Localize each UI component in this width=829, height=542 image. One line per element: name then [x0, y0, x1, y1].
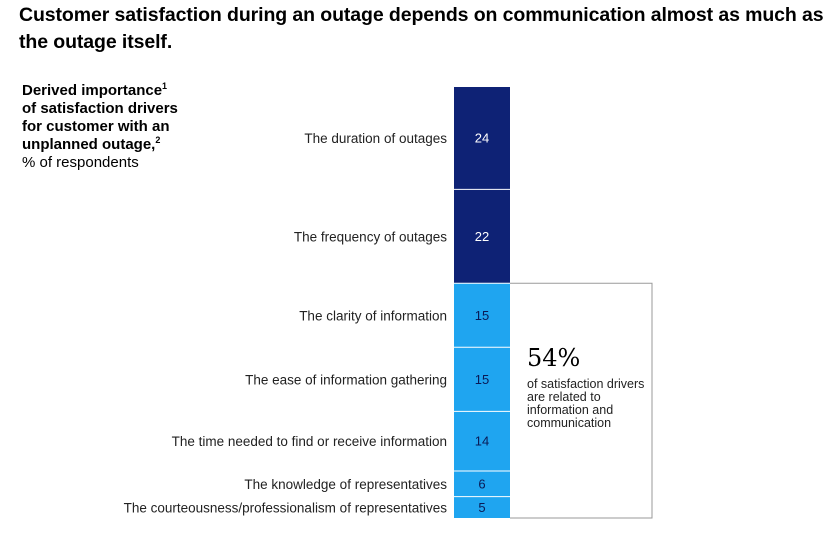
value-label: 14 [475, 434, 489, 449]
description-line-2: of satisfaction drivers [22, 100, 178, 117]
callout-text: of satisfaction drivers are related to i… [527, 377, 645, 430]
value-label: 6 [478, 476, 485, 491]
value-label: 15 [475, 372, 489, 387]
category-label: The duration of outages [304, 131, 447, 146]
description-line-4: unplanned outage, [22, 136, 156, 153]
footnote-marker-2: 2 [155, 135, 161, 145]
category-label: The knowledge of representatives [244, 477, 447, 492]
bar-segment [454, 87, 510, 190]
callout-percentage: 54% [527, 344, 581, 372]
bar-segment [454, 283, 510, 348]
description-line-3: for customer with an [22, 118, 170, 135]
callout: 54% of satisfaction drivers are related … [527, 344, 652, 430]
value-label: 22 [475, 229, 489, 244]
category-label: The time needed to find or receive infor… [172, 434, 447, 449]
chart-title: Customer satisfaction during an outage d… [19, 4, 824, 53]
value-label: 15 [475, 308, 489, 323]
chart-description: Derived importance1 of satisfaction driv… [22, 82, 222, 172]
category-label: The clarity of information [299, 308, 447, 323]
bar-segment [454, 471, 510, 497]
description-line-1: Derived importance [22, 82, 163, 99]
bar-segment [454, 347, 510, 412]
bar-segment [454, 496, 510, 518]
category-label: The frequency of outages [294, 229, 447, 244]
value-label: 24 [475, 131, 489, 146]
bar-segment [454, 411, 510, 472]
category-label: The courteousness/professionalism of rep… [124, 500, 448, 515]
category-label: The ease of information gathering [245, 372, 447, 387]
footnote-marker-1: 1 [162, 81, 168, 91]
description-unit: % of respondents [22, 154, 139, 171]
value-label: 5 [478, 500, 485, 515]
bar-segment [454, 189, 510, 284]
callout-bracket [510, 282, 653, 519]
